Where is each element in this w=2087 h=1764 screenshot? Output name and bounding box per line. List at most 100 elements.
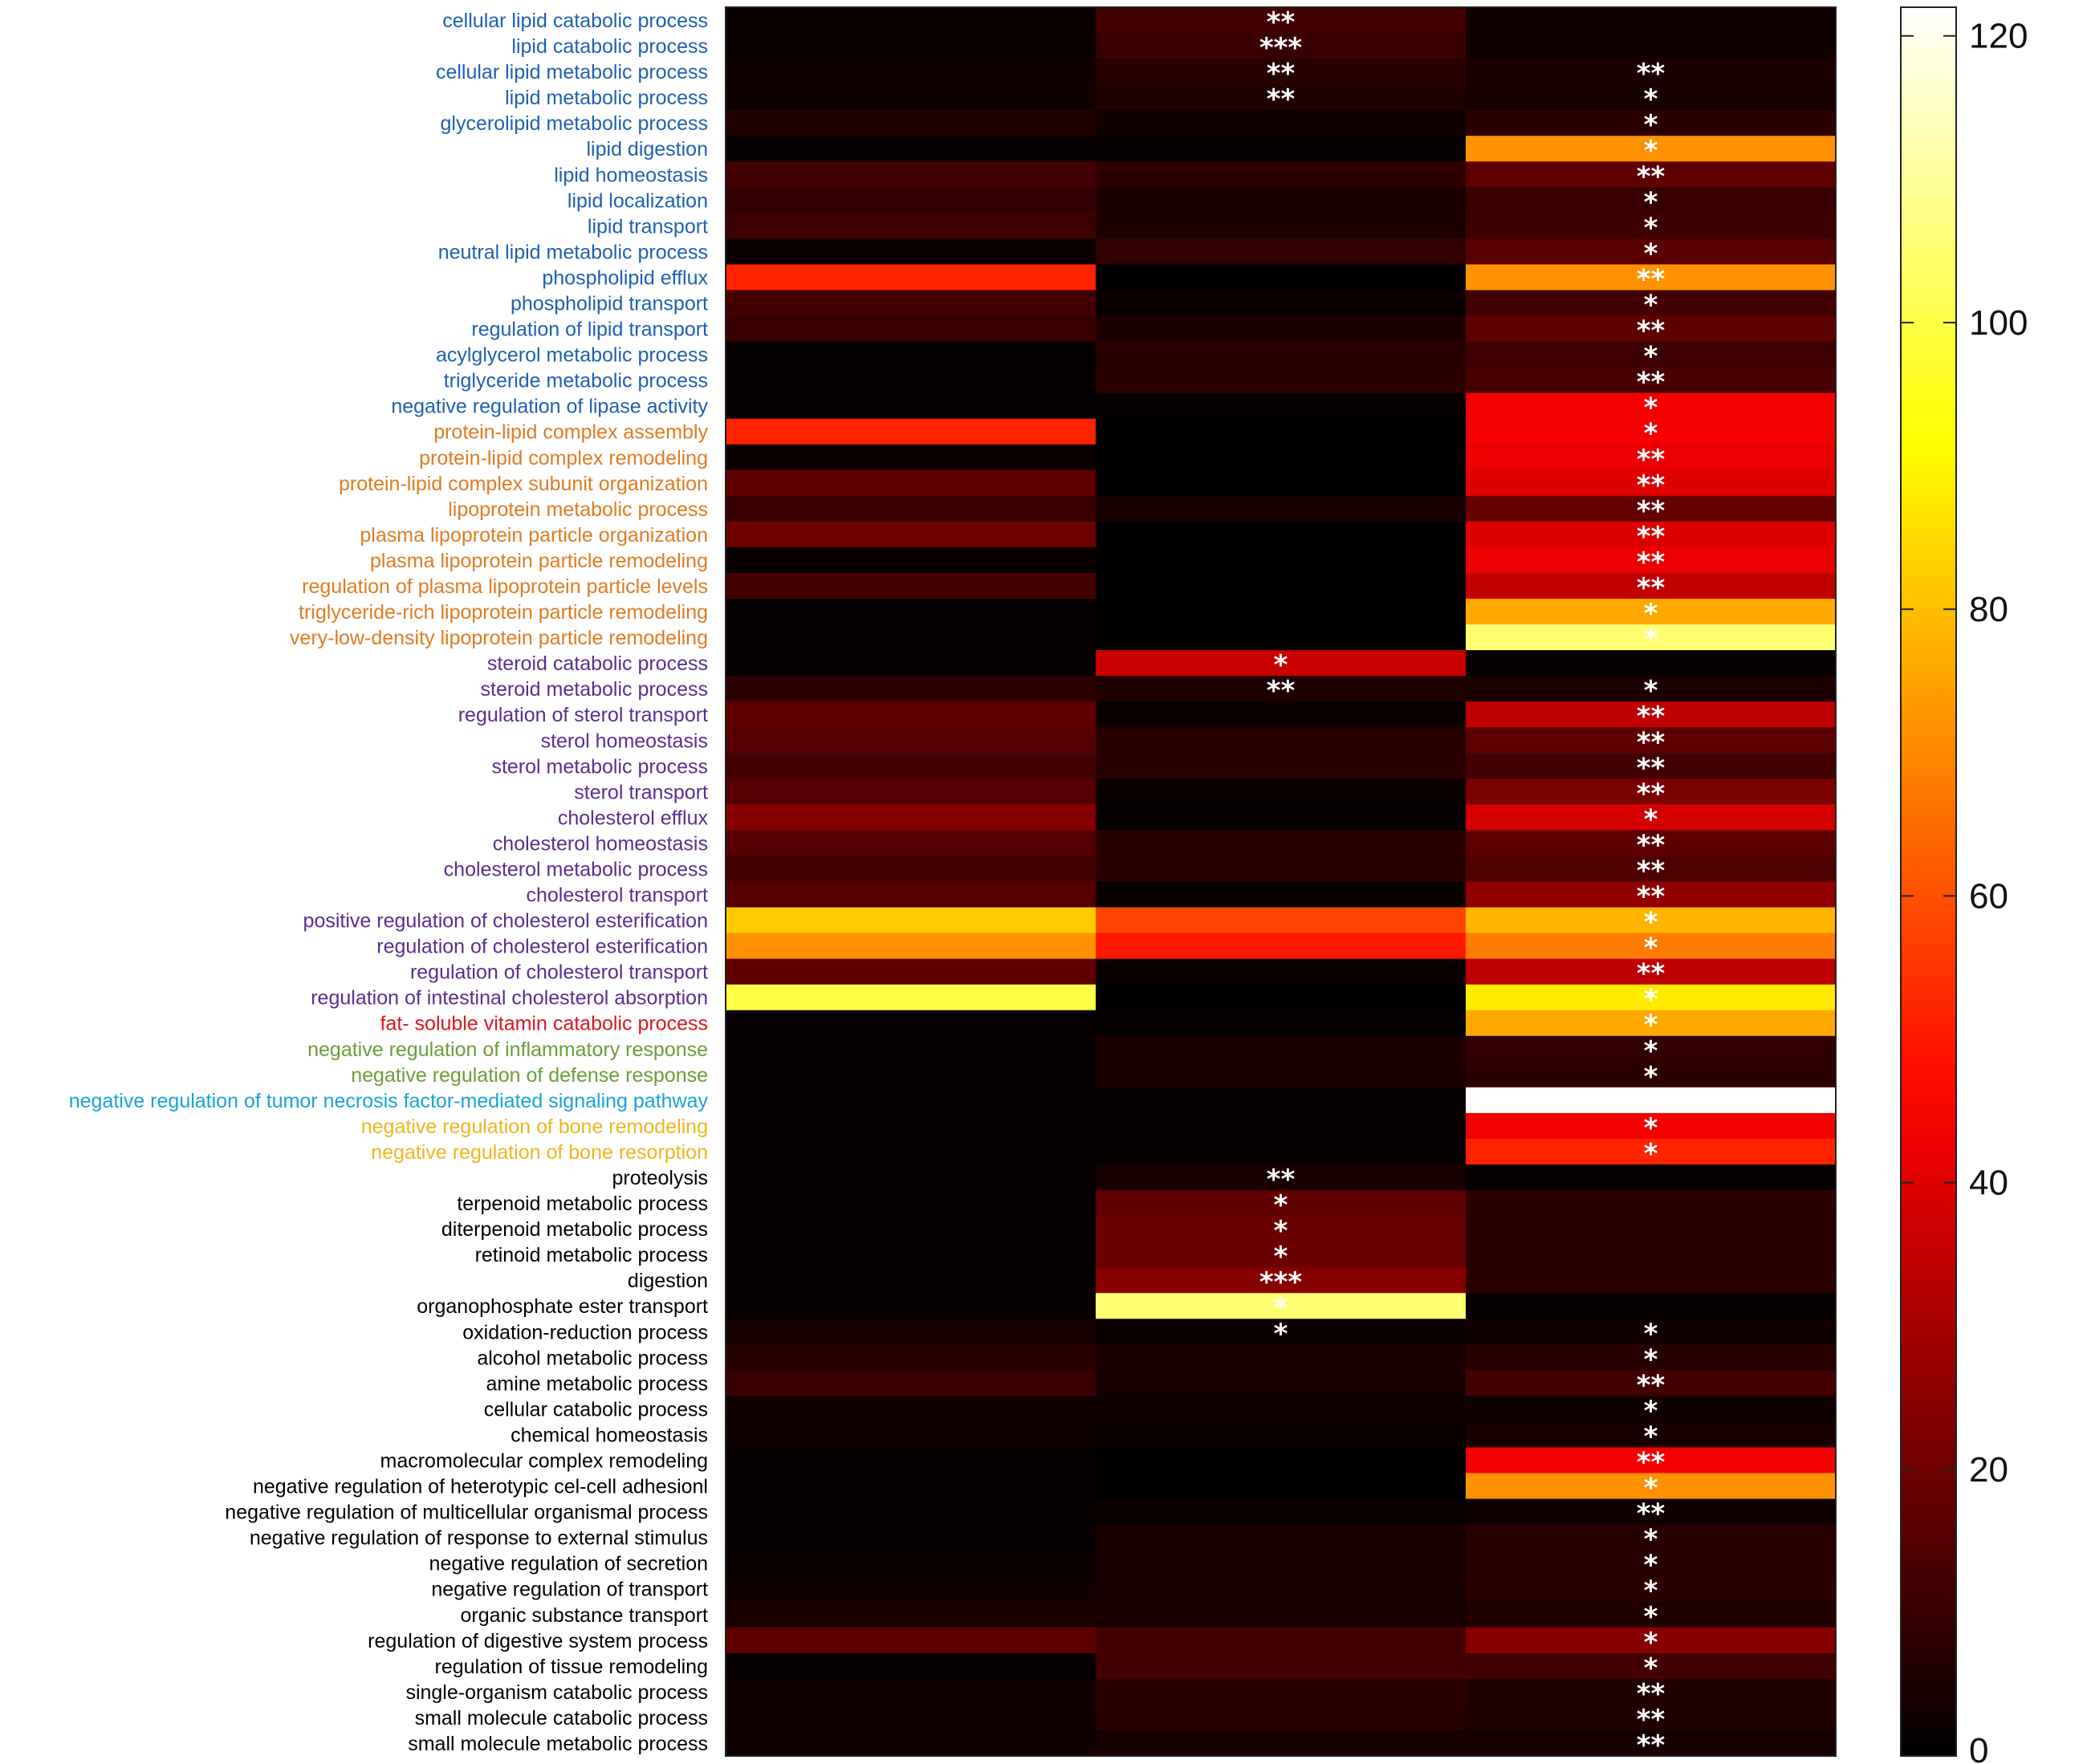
significance-star: * [1274, 1241, 1288, 1273]
significance-star: ** [1637, 701, 1666, 733]
heatmap-cell [726, 778, 1096, 805]
heatmap-cell [1466, 1652, 1837, 1680]
heatmap-cell [1096, 7, 1467, 34]
heatmap-cell [1466, 187, 1837, 213]
heatmap-cell [1096, 804, 1467, 831]
row-label: diterpenoid metabolic process [441, 1218, 708, 1241]
heatmap-cell [1466, 958, 1837, 986]
heatmap-cell [1096, 1112, 1467, 1140]
heatmap-cell [1096, 1370, 1467, 1396]
heatmap-cell [1466, 1601, 1837, 1628]
heatmap-cell [1466, 1216, 1837, 1242]
heatmap-cell [1096, 290, 1467, 317]
row-label: phospholipid efflux [542, 266, 708, 289]
heatmap-cell [726, 1473, 1096, 1500]
heatmap-cell [1466, 856, 1837, 883]
heatmap-cell [1466, 264, 1837, 291]
heatmap-cell [1096, 1652, 1467, 1680]
row-label: digestion [628, 1270, 708, 1292]
heatmap-cell [726, 1575, 1096, 1603]
heatmap-cell [726, 136, 1096, 162]
heatmap-cell [726, 727, 1096, 754]
heatmap-cell [1096, 1704, 1467, 1731]
heatmap-cell [1096, 238, 1467, 266]
heatmap-cell [1466, 1498, 1837, 1526]
row-label: negative regulation of bone resorption [371, 1141, 708, 1164]
heatmap-cell [1466, 1293, 1837, 1319]
heatmap-cell [1096, 187, 1467, 213]
row-label: cholesterol metabolic process [444, 858, 708, 880]
heatmap-cell [726, 315, 1096, 343]
heatmap-cell [1096, 830, 1467, 857]
heatmap-cell [726, 599, 1096, 625]
heatmap-cell [1466, 572, 1837, 600]
row-label: protein-lipid complex subunit organizati… [339, 473, 708, 495]
significance-star: ** [1637, 1704, 1666, 1736]
row-labels: cellular lipid catabolic process lipid ca… [69, 10, 709, 1755]
colorbar-gradient [1900, 6, 1957, 1757]
heatmap-cell [1096, 444, 1467, 471]
heatmap-cell [1096, 1729, 1467, 1757]
significance-star: ** [1637, 58, 1666, 90]
heatmap-cell [1466, 830, 1837, 857]
heatmap-cell [1096, 110, 1467, 136]
significance-star: * [1644, 392, 1658, 425]
heatmap-cell [1096, 881, 1467, 908]
heatmap-cell [726, 701, 1096, 728]
row-label: cellular lipid metabolic process [436, 61, 708, 83]
heatmap-cell [726, 1344, 1096, 1371]
heatmap-cell [1096, 1216, 1467, 1242]
heatmap-cell [726, 1370, 1096, 1396]
heatmap-cell [1096, 907, 1467, 934]
heatmap-cell [726, 624, 1096, 651]
row-label: steroid metabolic process [481, 678, 708, 701]
significance-star: ** [1637, 547, 1666, 579]
heatmap-cell [726, 907, 1096, 934]
heatmap-cell [726, 84, 1096, 111]
heatmap-cell [726, 547, 1096, 574]
heatmap-cell [726, 495, 1096, 522]
heatmap-cell [1466, 213, 1837, 239]
row-label: glycerolipid metabolic process [441, 112, 708, 135]
row-label: cellular lipid catabolic process [442, 10, 708, 32]
heatmap-cell [1466, 907, 1837, 934]
heatmap-cell [1466, 84, 1837, 111]
heatmap-cell [726, 1498, 1096, 1526]
heatmap-cell [726, 161, 1096, 188]
heatmap-cell [1466, 444, 1837, 471]
heatmap-cell [1466, 7, 1837, 34]
row-label: organic substance transport [460, 1604, 708, 1627]
significance-star: *** [1259, 1266, 1303, 1299]
significance-star: * [1644, 907, 1658, 939]
heatmap-cell [1096, 1396, 1467, 1423]
heatmap-cell [1466, 1575, 1837, 1603]
heatmap-cell [1096, 367, 1467, 394]
significance-star: ** [1637, 881, 1666, 913]
row-label: negative regulation of response to exter… [250, 1527, 708, 1550]
heatmap-cell [1466, 1678, 1837, 1705]
heatmap-cell [1466, 238, 1837, 266]
row-label: negative regulation of multicellular org… [225, 1502, 708, 1524]
heatmap-cell [726, 856, 1096, 883]
heatmap-cell [1466, 1010, 1837, 1037]
row-label: cholesterol transport [526, 884, 708, 907]
row-label: triglyceride metabolic process [444, 370, 708, 392]
row-label: chemical homeostasis [511, 1424, 708, 1446]
significance-star: ** [1637, 1678, 1666, 1710]
heatmap-cell [1466, 392, 1837, 420]
heatmap-cell [726, 1396, 1096, 1423]
heatmap-cell [1096, 392, 1467, 420]
significance-star: * [1644, 1010, 1658, 1042]
row-label: triglyceride-rich lipoprotein particle r… [299, 601, 708, 624]
heatmap-cell [1466, 1396, 1837, 1423]
heatmap-cell [1096, 676, 1467, 702]
heatmap-cell [726, 958, 1096, 986]
row-label: sterol transport [574, 781, 708, 803]
significance-star: * [1644, 418, 1658, 450]
heatmap-cell [1466, 1319, 1837, 1345]
heatmap-cell [726, 1601, 1096, 1628]
heatmap-cell [1096, 650, 1467, 677]
significance-star: * [1644, 83, 1658, 116]
heatmap-cell [1096, 213, 1467, 239]
significance-star: * [1644, 290, 1658, 322]
